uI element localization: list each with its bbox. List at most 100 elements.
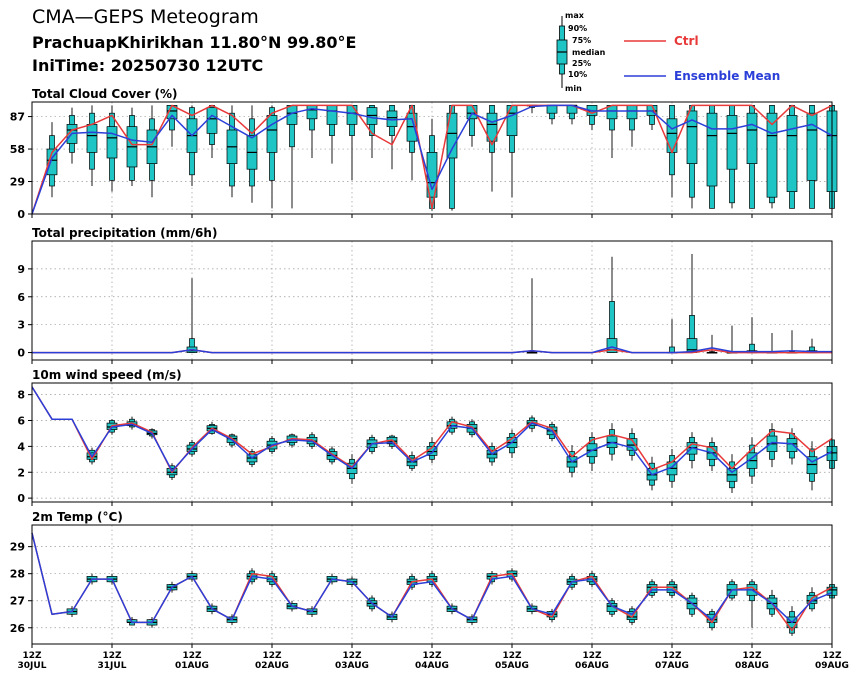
box-p25-p75 [686, 110, 698, 164]
box-36 [746, 105, 758, 209]
box-19 [406, 105, 418, 181]
ytick-label: 0 [17, 492, 25, 505]
ytick-label: 9 [17, 263, 25, 276]
ytick-label: 27 [10, 595, 25, 608]
ensemble-mean-line [31, 104, 833, 215]
ensemble-mean-line [31, 532, 833, 624]
xtick-date: 02AUG [255, 661, 289, 671]
xtick-hour: 12Z [422, 651, 442, 661]
box-p25-p75 [306, 105, 318, 120]
box-16 [346, 105, 358, 181]
box-36 [746, 317, 758, 354]
location-line: PrachuapKhirikhan 11.80°N 99.80°E [32, 33, 357, 52]
init-time-line: IniTime: 20250730 12UTC [32, 56, 264, 75]
box-31 [646, 105, 658, 130]
box-4 [106, 105, 118, 192]
xtick-date: 08AUG [735, 661, 769, 671]
panel-title: Total precipitation (mm/6h) [32, 226, 217, 240]
panel-title: 2m Temp (°C) [32, 510, 123, 524]
xtick-hour: 12Z [662, 651, 682, 661]
box-15 [326, 105, 338, 164]
box-p25-p75 [626, 611, 638, 621]
box-p25-p75 [86, 124, 98, 153]
box-p25-p75 [46, 148, 58, 176]
panel-2: 10m wind speed (m/s) 0 2 4 6 8 [17, 368, 838, 506]
ytick-label: 26 [10, 622, 26, 635]
box-21 [446, 105, 458, 211]
xtick-hour: 12Z [262, 651, 282, 661]
panel-0: Total Cloud Cover (%) 0 29 58 87 [10, 87, 838, 221]
box-38 [786, 105, 798, 209]
ytick-label: 2 [17, 466, 25, 479]
panel-title: Total Cloud Cover (%) [32, 87, 178, 101]
box-p25-p75 [506, 105, 518, 136]
box-38 [786, 606, 798, 636]
box-p25-p75 [666, 118, 678, 153]
ytick-label: 6 [17, 291, 25, 304]
xtick-hour: 12Z [822, 651, 842, 661]
xtick-hour: 12Z [342, 651, 362, 661]
panel-1: Total precipitation (mm/6h) 0 3 6 9 [17, 226, 833, 364]
box-23 [486, 105, 498, 192]
panel-title: 10m wind speed (m/s) [32, 368, 182, 382]
box-24 [506, 105, 518, 198]
xtick-date: 31JUL [98, 661, 127, 671]
ytick-label: 29 [10, 176, 25, 189]
ytick-label: 87 [10, 111, 25, 124]
box-p25-p75 [546, 105, 558, 114]
ytick-label: 3 [17, 319, 25, 332]
ytick-label: 0 [17, 208, 25, 221]
box-35 [726, 454, 738, 493]
box-32 [666, 579, 678, 599]
box-p25-p75 [786, 438, 798, 452]
ensemble-mean-line [32, 346, 832, 354]
xtick-date: 30JUL [18, 661, 47, 671]
box-17 [366, 105, 378, 158]
box-34 [706, 105, 718, 209]
box-26 [546, 104, 558, 125]
xtick-date: 04AUG [415, 661, 449, 671]
box-p25-p75 [626, 438, 638, 451]
box-p25-p75 [346, 105, 358, 125]
xtick-date: 09AUG [815, 661, 849, 671]
box-27 [566, 104, 578, 125]
legend-label-2: 75% [572, 36, 591, 45]
ytick-label: 29 [10, 541, 25, 554]
xtick-hour: 12Z [22, 651, 42, 661]
box-10 [226, 105, 238, 198]
box-39 [806, 105, 818, 209]
x-axis: 12Z30JUL12Z31JUL12Z01AUG12Z02AUG12Z03AUG… [18, 651, 849, 671]
legend-label-0: max [565, 11, 585, 20]
box-25 [526, 278, 538, 354]
box-33 [686, 105, 698, 209]
xtick-date: 01AUG [175, 661, 209, 671]
box-p25-p75 [726, 115, 738, 170]
legend-label-1: 90% [568, 24, 587, 33]
ytick-label: 28 [10, 568, 25, 581]
xtick-hour: 12Z [182, 651, 202, 661]
legend-label-3: median [572, 48, 606, 57]
box-33 [686, 254, 698, 353]
ytick-label: 4 [17, 440, 25, 453]
box-35 [726, 105, 738, 209]
xtick-date: 03AUG [335, 661, 369, 671]
box-29 [606, 105, 618, 158]
box-p25-p75 [606, 338, 618, 353]
box-8 [186, 278, 198, 353]
ytick-label: 8 [17, 389, 25, 402]
ytick-label: 6 [17, 415, 25, 428]
box-37 [766, 105, 778, 209]
box-20 [426, 118, 438, 211]
box-p25-p75 [446, 112, 458, 159]
chart-title: CMA—GEPS Meteogram [32, 6, 259, 28]
box-p25-p75 [646, 584, 658, 593]
box-p25-p75 [806, 456, 818, 474]
box-p25-p75 [106, 126, 118, 159]
box-2 [66, 107, 78, 164]
xtick-hour: 12Z [742, 651, 762, 661]
panel-3: 2m Temp (°C) 26 27 28 29 [10, 510, 838, 648]
box-p25-p75 [806, 112, 818, 181]
box-36 [746, 579, 758, 628]
box-p25-p75 [766, 112, 778, 198]
